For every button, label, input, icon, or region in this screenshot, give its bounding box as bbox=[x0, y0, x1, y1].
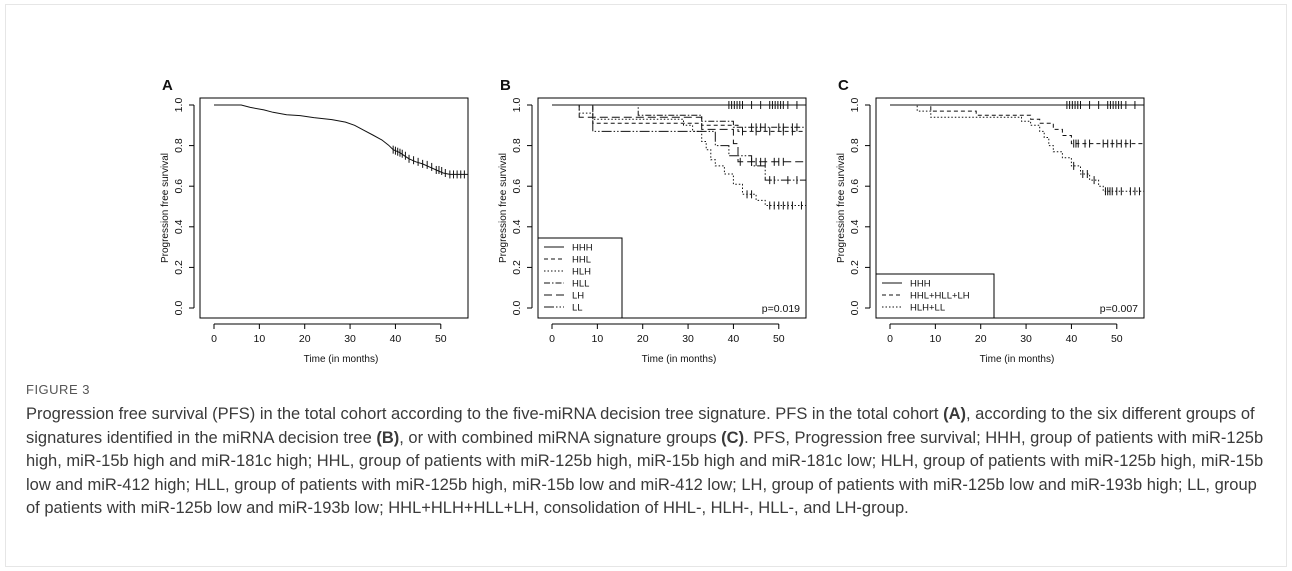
plot-frame bbox=[199, 97, 469, 319]
x-axis-label: Time (in months) bbox=[642, 354, 717, 365]
plot-frame bbox=[537, 97, 807, 319]
series-line-pfs bbox=[214, 104, 468, 175]
x-tick-label: 40 bbox=[390, 333, 402, 345]
panel-c: C 0 10 20 30 40 50 Time (in months) 0.0 0.2 0.4 0.6… bbox=[836, 77, 1145, 365]
y-tick-label: 0.0 bbox=[173, 301, 185, 316]
y-tick-label: 0.0 bbox=[511, 301, 523, 316]
y-tick-label: 0.2 bbox=[511, 260, 523, 275]
series-line-ll bbox=[552, 104, 806, 181]
legend-label: HHH bbox=[910, 279, 931, 290]
y-tick-label: 0.4 bbox=[849, 219, 861, 234]
y-tick-label: 0.6 bbox=[173, 179, 185, 194]
panel-letter: C bbox=[838, 77, 849, 94]
figure-frame bbox=[5, 4, 1287, 567]
x-tick-label: 30 bbox=[682, 333, 694, 345]
series-line-lh bbox=[552, 104, 806, 163]
p-value-annotation: p=0.007 bbox=[1100, 303, 1138, 315]
plot-frame bbox=[875, 97, 1145, 319]
caption-segment: , according to the six different groups … bbox=[26, 405, 1255, 447]
caption-panel-ref: (C) bbox=[721, 428, 745, 447]
y-tick-label: 0.8 bbox=[511, 138, 523, 153]
y-tick-label: 0.8 bbox=[173, 138, 185, 153]
x-tick-label: 10 bbox=[930, 333, 942, 345]
x-tick-label: 30 bbox=[1020, 333, 1032, 345]
legend-label: LL bbox=[572, 303, 583, 314]
caption-segment: , or with combined miRNA signature group… bbox=[399, 428, 722, 447]
y-tick-label: 0.0 bbox=[849, 301, 861, 316]
x-tick-label: 20 bbox=[975, 333, 987, 345]
x-tick-label: 50 bbox=[1111, 333, 1123, 345]
x-tick-label: 0 bbox=[887, 333, 893, 345]
figure-caption: FIGURE 3 Progression free survival (PFS)… bbox=[26, 382, 1266, 521]
figure-panels: A 0 10 20 30 40 50 Time (in months) 0.0 0.2 0.4 0.6… bbox=[160, 77, 1145, 365]
panel-a: A 0 10 20 30 40 50 Time (in months) 0.0 0.2 0.4 0.6… bbox=[160, 77, 469, 365]
legend-label: LH bbox=[572, 291, 584, 302]
x-axis-label: Time (in months) bbox=[980, 354, 1055, 365]
caption-text: Progression free survival (PFS) in the t… bbox=[26, 403, 1266, 521]
x-tick-label: 10 bbox=[592, 333, 604, 345]
caption-panel-ref: (B) bbox=[376, 428, 400, 447]
x-tick-label: 20 bbox=[637, 333, 649, 345]
legend-label: HLH+LL bbox=[910, 303, 945, 314]
x-tick-label: 20 bbox=[299, 333, 311, 345]
x-tick-label: 50 bbox=[773, 333, 785, 345]
series-line-hhl-hll-lh bbox=[890, 104, 1144, 145]
series-line-hlh-ll bbox=[890, 104, 1144, 192]
panel-b: B 0 10 20 30 40 50 Time (in months) 0.0 0.2 0.4 0.6… bbox=[498, 77, 807, 365]
x-tick-label: 30 bbox=[344, 333, 356, 345]
y-axis-label: Progression free survival bbox=[498, 153, 509, 263]
series-line-hll bbox=[552, 104, 806, 128]
panel-letter: B bbox=[500, 77, 511, 94]
legend-box bbox=[537, 237, 623, 319]
x-tick-label: 40 bbox=[728, 333, 740, 345]
y-tick-label: 0.6 bbox=[849, 179, 861, 194]
panel-letter: A bbox=[162, 77, 173, 94]
x-tick-label: 0 bbox=[549, 333, 555, 345]
y-axis-label: Progression free survival bbox=[836, 153, 847, 263]
legend-label: HHL+HLL+LH bbox=[910, 291, 970, 302]
legend-label: HLH bbox=[572, 267, 591, 278]
y-tick-label: 1.0 bbox=[173, 98, 185, 113]
x-tick-label: 10 bbox=[254, 333, 266, 345]
y-tick-label: 0.4 bbox=[173, 219, 185, 234]
caption-panel-ref: (A) bbox=[943, 405, 966, 423]
caption-segment: . PFS, Progression free survival; HHH, g… bbox=[26, 428, 1264, 518]
x-axis-label: Time (in months) bbox=[304, 354, 379, 365]
caption-segment: Progression free survival (PFS) in the t… bbox=[26, 405, 944, 423]
series-line-hlh bbox=[552, 104, 806, 206]
y-tick-label: 1.0 bbox=[511, 98, 523, 113]
legend-box bbox=[875, 273, 995, 319]
p-value-annotation: p=0.019 bbox=[762, 303, 800, 315]
legend-label: HHH bbox=[572, 243, 593, 254]
legend-label: HHL bbox=[572, 255, 591, 266]
legend-label: HLL bbox=[572, 279, 589, 290]
y-tick-label: 0.4 bbox=[511, 219, 523, 234]
x-tick-label: 0 bbox=[211, 333, 217, 345]
y-axis-label: Progression free survival bbox=[160, 153, 171, 263]
y-tick-label: 0.2 bbox=[173, 260, 185, 275]
x-tick-label: 40 bbox=[1066, 333, 1078, 345]
y-tick-label: 0.8 bbox=[849, 138, 861, 153]
y-tick-label: 0.6 bbox=[511, 179, 523, 194]
x-tick-label: 50 bbox=[435, 333, 447, 345]
y-tick-label: 0.2 bbox=[849, 260, 861, 275]
figure-label: FIGURE 3 bbox=[26, 382, 90, 397]
y-tick-label: 1.0 bbox=[849, 98, 861, 113]
